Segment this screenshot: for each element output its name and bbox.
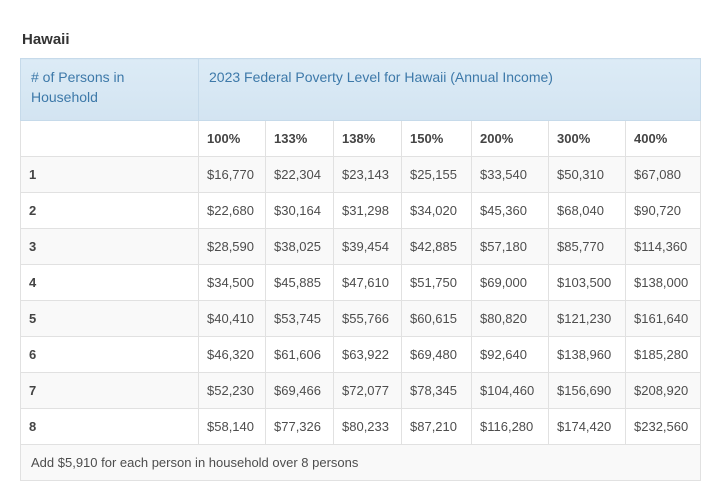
income-value-cell: $69,000 (471, 264, 549, 301)
income-value-cell: $52,230 (198, 372, 266, 409)
household-size-cell: 3 (20, 228, 199, 265)
income-value-cell: $161,640 (624, 300, 702, 337)
income-value-cell: $45,360 (471, 192, 549, 229)
income-value-cell: $92,640 (471, 336, 549, 373)
income-value-cell: $25,155 (401, 156, 472, 193)
percent-header-cell: 400% (624, 120, 702, 157)
income-value-cell: $55,766 (333, 300, 402, 337)
income-value-cell: $138,000 (624, 264, 702, 301)
income-value-cell: $53,745 (265, 300, 334, 337)
income-value-cell: $103,500 (548, 264, 626, 301)
income-value-cell: $30,164 (265, 192, 334, 229)
household-size-cell: 4 (20, 264, 199, 301)
income-value-cell: $50,310 (548, 156, 626, 193)
household-size-cell: 7 (20, 372, 199, 409)
income-value-cell: $16,770 (198, 156, 266, 193)
income-value-cell: $33,540 (471, 156, 549, 193)
percent-header-cell: 200% (471, 120, 549, 157)
income-value-cell: $40,410 (198, 300, 266, 337)
income-value-cell: $116,280 (471, 408, 549, 445)
percent-header-cell: 138% (333, 120, 402, 157)
income-value-cell: $104,460 (471, 372, 549, 409)
income-value-cell: $51,750 (401, 264, 472, 301)
percent-header-row: 100% 133% 138% 150% 200% 300% 400% (20, 120, 702, 157)
income-value-cell: $80,233 (333, 408, 402, 445)
income-value-cell: $58,140 (198, 408, 266, 445)
percent-header-cell: 133% (265, 120, 334, 157)
table-row: 8 $58,140 $77,326 $80,233 $87,210 $116,280 $17… (20, 408, 702, 445)
poverty-level-table: # of Persons in Household 2023 Federal P… (19, 58, 702, 481)
household-size-cell: 6 (20, 336, 199, 373)
table-row: 7 $52,230 $69,466 $72,077 $78,345 $104,460 $15… (20, 372, 702, 409)
table-row: 5 $40,410 $53,745 $55,766 $60,615 $80,820 $121… (20, 300, 702, 337)
income-value-cell: $87,210 (401, 408, 472, 445)
income-value-cell: $61,606 (265, 336, 334, 373)
household-size-cell: 2 (20, 192, 199, 229)
income-value-cell: $174,420 (548, 408, 626, 445)
income-value-cell: $60,615 (401, 300, 472, 337)
income-value-cell: $90,720 (624, 192, 702, 229)
income-value-cell: $232,560 (624, 408, 702, 445)
table-row: 1 $16,770 $22,304 $23,143 $25,155 $33,540 $50,… (20, 156, 702, 193)
income-value-cell: $80,820 (471, 300, 549, 337)
income-value-cell: $22,304 (265, 156, 334, 193)
income-value-cell: $22,680 (198, 192, 266, 229)
income-value-cell: $72,077 (333, 372, 402, 409)
table-row: 4 $34,500 $45,885 $47,610 $51,750 $69,000 $103… (20, 264, 702, 301)
empty-header-cell (20, 120, 199, 157)
page-title: Hawaii (22, 31, 70, 48)
income-value-cell: $45,885 (265, 264, 334, 301)
income-value-cell: $69,480 (401, 336, 472, 373)
income-value-cell: $78,345 (401, 372, 472, 409)
income-value-cell: $47,610 (333, 264, 402, 301)
income-value-cell: $39,454 (333, 228, 402, 265)
span-header-cell: 2023 Federal Poverty Level for Hawaii (A… (197, 58, 702, 121)
percent-header-cell: 300% (548, 120, 626, 157)
income-value-cell: $31,298 (333, 192, 402, 229)
income-value-cell: $77,326 (265, 408, 334, 445)
income-value-cell: $68,040 (548, 192, 626, 229)
income-value-cell: $69,466 (265, 372, 334, 409)
table-header-row: # of Persons in Household 2023 Federal P… (20, 58, 702, 121)
table-row: 6 $46,320 $61,606 $63,922 $69,480 $92,640 $138… (20, 336, 702, 373)
income-value-cell: $67,080 (624, 156, 702, 193)
income-value-cell: $23,143 (333, 156, 402, 193)
table-row: 3 $28,590 $38,025 $39,454 $42,885 $57,180 $85,… (20, 228, 702, 265)
household-size-cell: 5 (20, 300, 199, 337)
income-value-cell: $34,500 (198, 264, 266, 301)
income-value-cell: $46,320 (198, 336, 266, 373)
income-value-cell: $63,922 (333, 336, 402, 373)
table-row: 2 $22,680 $30,164 $31,298 $34,020 $45,360 $68,… (20, 192, 702, 229)
footer-note-cell: Add $5,910 for each person in household … (19, 444, 702, 481)
income-value-cell: $85,770 (548, 228, 626, 265)
footer-note-row: Add $5,910 for each person in household … (19, 444, 702, 481)
income-value-cell: $156,690 (548, 372, 626, 409)
income-value-cell: $28,590 (198, 228, 266, 265)
income-value-cell: $38,025 (265, 228, 334, 265)
income-value-cell: $57,180 (471, 228, 549, 265)
percent-header-cell: 100% (198, 120, 266, 157)
table-body: # of Persons in Household 2023 Federal P… (19, 58, 702, 481)
income-value-cell: $185,280 (624, 336, 702, 373)
household-size-cell: 1 (20, 156, 199, 193)
income-value-cell: $138,960 (548, 336, 626, 373)
income-value-cell: $42,885 (401, 228, 472, 265)
income-value-cell: $34,020 (401, 192, 472, 229)
income-value-cell: $114,360 (624, 228, 702, 265)
income-value-cell: $208,920 (624, 372, 702, 409)
income-value-cell: $121,230 (548, 300, 626, 337)
corner-header-cell: # of Persons in Household (20, 58, 199, 121)
household-size-cell: 8 (20, 408, 199, 445)
percent-header-cell: 150% (401, 120, 472, 157)
